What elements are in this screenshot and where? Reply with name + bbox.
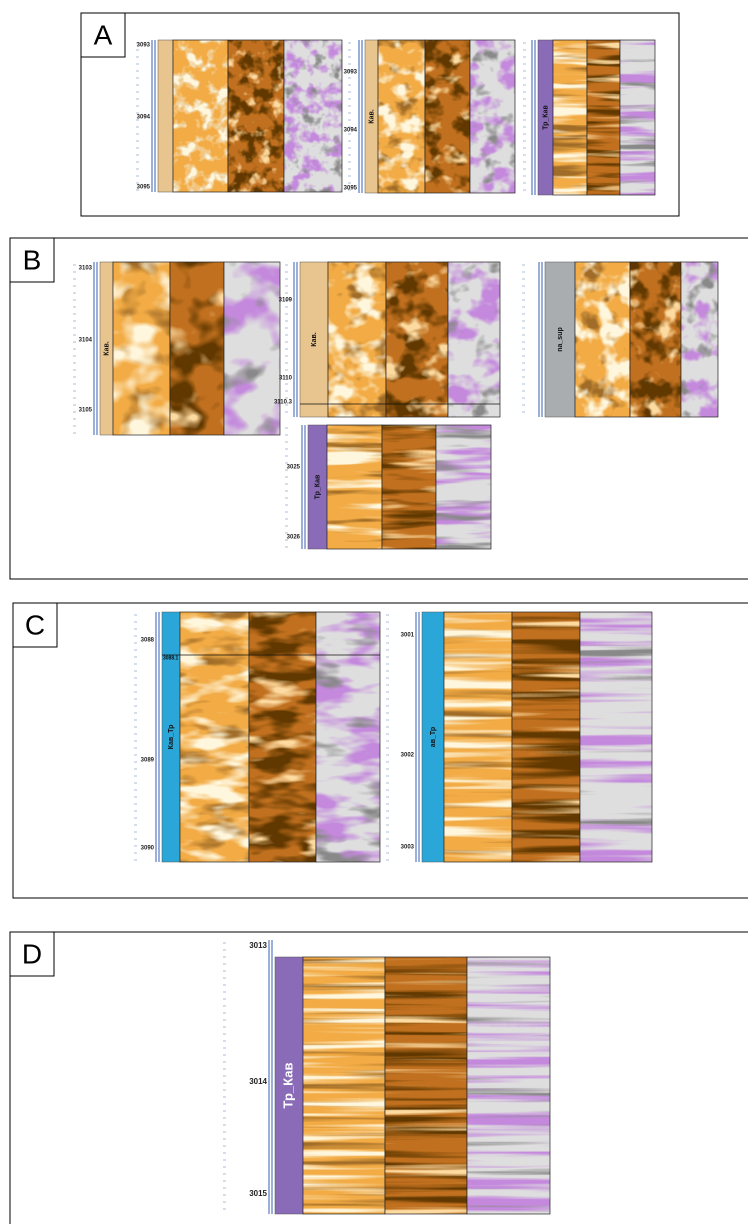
image-texture: [620, 40, 655, 195]
depth-label: 3090: [141, 846, 155, 852]
image-texture: [180, 612, 249, 862]
depth-label: 3088: [141, 638, 155, 644]
image-texture: [448, 262, 500, 417]
image-texture: [587, 40, 620, 195]
panel-label: C: [25, 609, 45, 640]
marker-label: 3088.1: [163, 655, 179, 661]
depth-label: 3013: [249, 941, 267, 950]
panel-frame: [80, 12, 680, 217]
image-texture: [386, 262, 448, 417]
image-texture: [228, 40, 284, 192]
image-texture: [553, 40, 587, 195]
image-texture: [316, 612, 380, 862]
depth-label: 3110: [279, 376, 293, 382]
depth-label: 3025: [287, 465, 301, 471]
image-border: [435, 424, 492, 550]
image-texture: [303, 957, 385, 1214]
track-label: ав_Тр: [430, 727, 437, 747]
track-label: Тр_Кав: [314, 474, 321, 499]
image-border: [223, 261, 281, 436]
depth-label: 3026: [287, 535, 301, 541]
depth-label: 3002: [401, 753, 415, 759]
depth-track: [222, 940, 275, 1214]
image-texture: [444, 612, 512, 862]
image-texture: [385, 957, 467, 1214]
image-texture: [681, 262, 718, 417]
depth-label: 3089: [141, 758, 155, 764]
panel-label: D: [22, 938, 42, 969]
depth-label: 3093: [137, 43, 151, 49]
image-texture: [284, 40, 342, 192]
depth-track: [284, 262, 300, 417]
depth-track: [521, 262, 545, 417]
image-border: [469, 39, 516, 194]
track-strip: [274, 956, 304, 1215]
image-border: [619, 39, 656, 196]
depth-label: 3110.3: [274, 400, 293, 406]
depth-label: 3103: [79, 266, 93, 272]
depth-label: 3014: [249, 1077, 267, 1086]
track-strip: [544, 261, 576, 418]
image-texture: [173, 40, 228, 192]
panel-label: A: [94, 19, 113, 50]
depth-label: 3094: [344, 128, 358, 134]
image-texture: [630, 262, 681, 417]
panel-label-box: [80, 12, 126, 58]
image-texture: [425, 40, 470, 193]
panel-label-box: [9, 931, 55, 977]
image-texture: [113, 262, 170, 435]
panel-label-box: [9, 237, 55, 283]
image-texture: [170, 262, 224, 435]
image-texture: [580, 612, 652, 862]
image-border: [315, 611, 381, 863]
depth-label: 3003: [401, 845, 415, 851]
track-label: Кав.: [368, 109, 375, 124]
image-border: [466, 956, 551, 1215]
depth-label: 3104: [79, 338, 93, 344]
panel-frame: [12, 602, 748, 899]
image-texture: [575, 262, 630, 417]
depth-label: 3095: [344, 186, 358, 192]
image-border: [447, 261, 501, 418]
image-texture: [378, 40, 425, 193]
image-texture: [436, 425, 491, 549]
track-label: Кав.: [103, 341, 110, 356]
track-label: Кав.: [311, 332, 318, 347]
panel-label: B: [23, 244, 42, 275]
depth-label: 3015: [249, 1189, 267, 1198]
image-texture: [327, 425, 382, 549]
depth-track: [522, 40, 538, 195]
depth-track: [284, 425, 308, 549]
panel-label-box: [12, 602, 58, 648]
depth-label: 3105: [79, 408, 93, 414]
image-texture: [467, 957, 550, 1214]
depth-track: [133, 612, 162, 862]
track-label: Тр_Кав: [280, 1063, 295, 1109]
track-label: Кав_Тр: [168, 725, 175, 750]
image-border: [283, 39, 343, 193]
track-strip: [299, 261, 329, 418]
panel-frame: [9, 237, 748, 580]
depth-label: 3095: [137, 185, 151, 191]
image-texture: [470, 40, 515, 193]
image-border: [680, 261, 719, 418]
image-texture: [328, 262, 386, 417]
image-texture: [249, 612, 316, 862]
depth-track: [72, 262, 100, 435]
panel-frame: [9, 931, 748, 1224]
image-texture: [512, 612, 580, 862]
depth-label: 3001: [401, 633, 415, 639]
track-label: Тр_Кав: [542, 104, 549, 129]
depth-label: 3093: [344, 70, 358, 76]
image-texture: [224, 262, 280, 435]
depth-label: 3094: [137, 115, 151, 121]
track-strip: [157, 39, 174, 193]
image-texture: [382, 425, 436, 549]
image-border: [579, 611, 653, 863]
track-label: na_sup: [557, 327, 564, 352]
depth-label: 3109: [279, 298, 293, 304]
depth-track: [347, 40, 365, 193]
